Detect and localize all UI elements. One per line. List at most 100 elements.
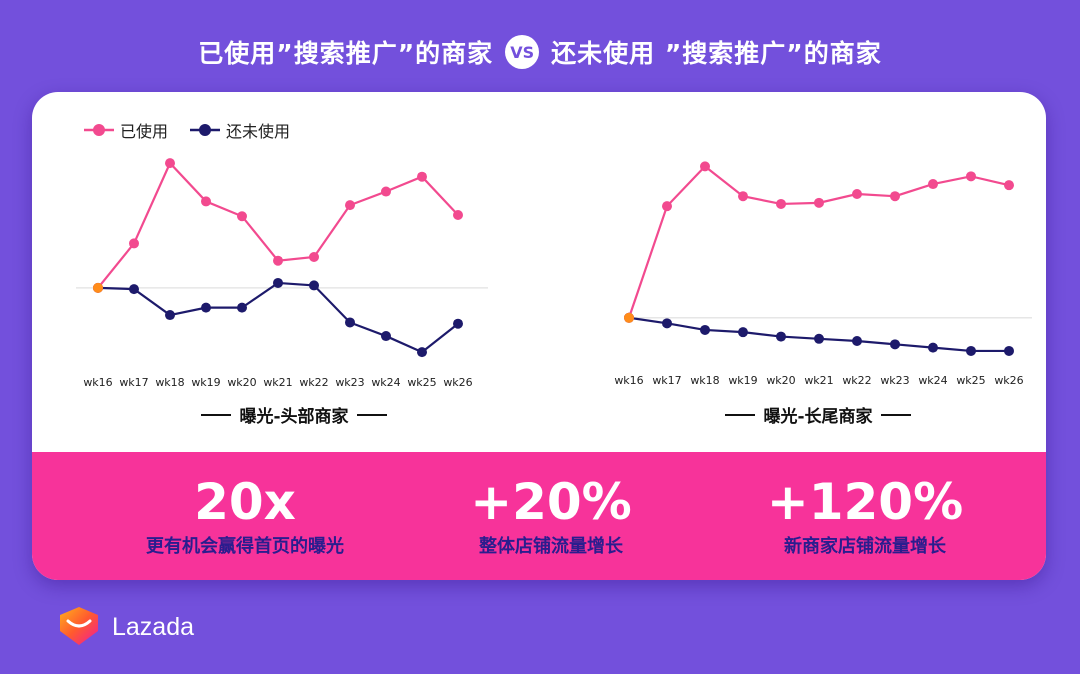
x-tick-label: wk24 bbox=[371, 376, 400, 389]
data-point-unused bbox=[165, 310, 175, 321]
data-point-unused bbox=[417, 347, 427, 358]
chart-head-merchants: wk16 wk17 wk18 wk19 wk20 wk21 wk22 wk23 wk24 wk25… bbox=[76, 158, 488, 389]
stat-value: +20% bbox=[470, 473, 632, 531]
chart-legend: 已使用 还未使用 bbox=[84, 118, 290, 142]
stat-value: +120% bbox=[766, 473, 964, 531]
data-point-unused bbox=[700, 324, 710, 335]
chart-caption-head: 曝光-头部商家 bbox=[114, 402, 474, 427]
legend-label-used: 已使用 bbox=[120, 122, 169, 141]
data-point-unused bbox=[129, 284, 139, 295]
data-point-unused bbox=[381, 331, 391, 342]
x-tick-label: wk19 bbox=[728, 374, 757, 387]
data-point-used bbox=[417, 171, 427, 182]
data-point-unused bbox=[453, 318, 463, 329]
legend-item-used: 已使用 bbox=[84, 118, 168, 142]
x-tick-label: wk23 bbox=[880, 374, 909, 387]
x-tick-label: wk18 bbox=[155, 376, 184, 389]
x-tick-label: wk23 bbox=[335, 376, 364, 389]
data-point-unused bbox=[1004, 345, 1014, 356]
legend-item-unused: 还未使用 bbox=[190, 118, 290, 142]
data-point-used bbox=[1004, 180, 1014, 191]
data-point-used bbox=[381, 186, 391, 197]
data-point-used bbox=[776, 198, 786, 209]
series-line-used bbox=[97, 161, 459, 289]
x-tick-label: wk21 bbox=[263, 376, 292, 389]
data-point-used bbox=[700, 161, 710, 172]
lazada-logo: Lazada bbox=[56, 607, 194, 647]
chart-card: 已使用 还未使用 wk16 wk17 wk18 wk19 wk20 wk21 wk22 wk2… bbox=[32, 92, 1046, 580]
data-point-used bbox=[890, 191, 900, 202]
brand-name: Lazada bbox=[112, 612, 195, 641]
data-point-unused bbox=[738, 327, 748, 338]
chart-title-head: 曝光-头部商家 bbox=[239, 407, 349, 427]
caption-dash-right bbox=[356, 413, 387, 416]
series-line-unused bbox=[97, 281, 459, 354]
x-tick-label: wk22 bbox=[842, 374, 871, 387]
stat-exposure: 20x 更有机会赢得首页的曝光 bbox=[80, 474, 410, 558]
x-tick-label: wk17 bbox=[119, 376, 148, 389]
data-point-used bbox=[237, 211, 247, 222]
x-tick-label: wk19 bbox=[191, 376, 220, 389]
data-point-used bbox=[738, 191, 748, 202]
stat-label: 新商家店铺流量增长 bbox=[784, 536, 946, 557]
data-point-used bbox=[201, 196, 211, 207]
data-point-unused bbox=[890, 339, 900, 350]
data-point-used bbox=[966, 171, 976, 182]
data-point-unused bbox=[662, 318, 672, 329]
x-tick-label: wk25 bbox=[956, 374, 985, 387]
caption-dash-right bbox=[880, 413, 911, 416]
origin-point bbox=[93, 282, 103, 293]
data-point-unused bbox=[237, 302, 247, 313]
origin-point bbox=[624, 312, 634, 323]
data-point-unused bbox=[776, 331, 786, 342]
stats-band: 20x 更有机会赢得首页的曝光 +20% 整体店铺流量增长 +120% 新商家店… bbox=[32, 452, 1046, 580]
stat-new-merchant-traffic: +120% 新商家店铺流量增长 bbox=[700, 474, 1030, 558]
stat-value: 20x bbox=[194, 473, 296, 531]
x-tick-label: wk25 bbox=[407, 376, 436, 389]
title-left: 已使用”搜索推广”的商家 bbox=[198, 39, 494, 68]
chart-title-longtail: 曝光-长尾商家 bbox=[763, 407, 873, 427]
lazada-heart-icon bbox=[60, 607, 98, 645]
legend-label-unused: 还未使用 bbox=[226, 122, 291, 141]
caption-dash-left bbox=[725, 413, 756, 416]
chart-caption-longtail: 曝光-长尾商家 bbox=[638, 402, 998, 427]
data-point-used bbox=[453, 210, 463, 220]
x-tick-label: wk20 bbox=[766, 374, 795, 387]
x-tick-label: wk26 bbox=[994, 374, 1023, 387]
data-point-used bbox=[928, 179, 938, 190]
x-tick-label: wk24 bbox=[918, 374, 947, 387]
x-tick-label: wk16 bbox=[83, 376, 112, 389]
data-point-used bbox=[345, 200, 355, 211]
x-tick-label: wk16 bbox=[614, 374, 643, 387]
stat-label: 整体店铺流量增长 bbox=[479, 536, 623, 557]
x-tick-label: wk22 bbox=[299, 376, 328, 389]
data-point-unused bbox=[814, 333, 824, 344]
x-tick-label: wk26 bbox=[443, 376, 472, 389]
page-title: 已使用”搜索推广”的商家 VS 还未使用 ”搜索推广”的商家 bbox=[0, 32, 1080, 72]
data-point-used bbox=[814, 197, 824, 208]
data-point-unused bbox=[345, 317, 355, 328]
data-point-unused bbox=[928, 342, 938, 353]
data-point-unused bbox=[852, 336, 862, 346]
chart-longtail-merchants: wk16 wk17 wk18 wk19 wk20 wk21 wk22 wk23 wk24 wk25… bbox=[614, 161, 1032, 387]
vs-badge: VS bbox=[505, 35, 540, 69]
x-tick-label: wk18 bbox=[690, 374, 719, 387]
series-line-used bbox=[627, 164, 1010, 319]
stat-label: 更有机会赢得首页的曝光 bbox=[146, 536, 344, 557]
data-point-used bbox=[852, 189, 862, 199]
data-point-unused bbox=[201, 302, 211, 313]
data-point-unused bbox=[966, 345, 976, 356]
legend-marker-used bbox=[84, 124, 114, 136]
caption-dash-left bbox=[201, 413, 232, 416]
data-point-unused bbox=[309, 280, 319, 291]
data-point-used bbox=[662, 201, 672, 212]
data-point-used bbox=[273, 255, 283, 266]
data-point-used bbox=[165, 158, 175, 169]
legend-marker-unused bbox=[190, 124, 221, 136]
data-point-unused bbox=[273, 277, 283, 288]
data-point-used bbox=[129, 238, 139, 249]
title-right: 还未使用 ”搜索推广”的商家 bbox=[551, 39, 882, 68]
x-tick-label: wk21 bbox=[804, 374, 833, 387]
stat-store-traffic: +20% 整体店铺流量增长 bbox=[386, 474, 716, 558]
x-tick-label: wk17 bbox=[652, 374, 681, 387]
